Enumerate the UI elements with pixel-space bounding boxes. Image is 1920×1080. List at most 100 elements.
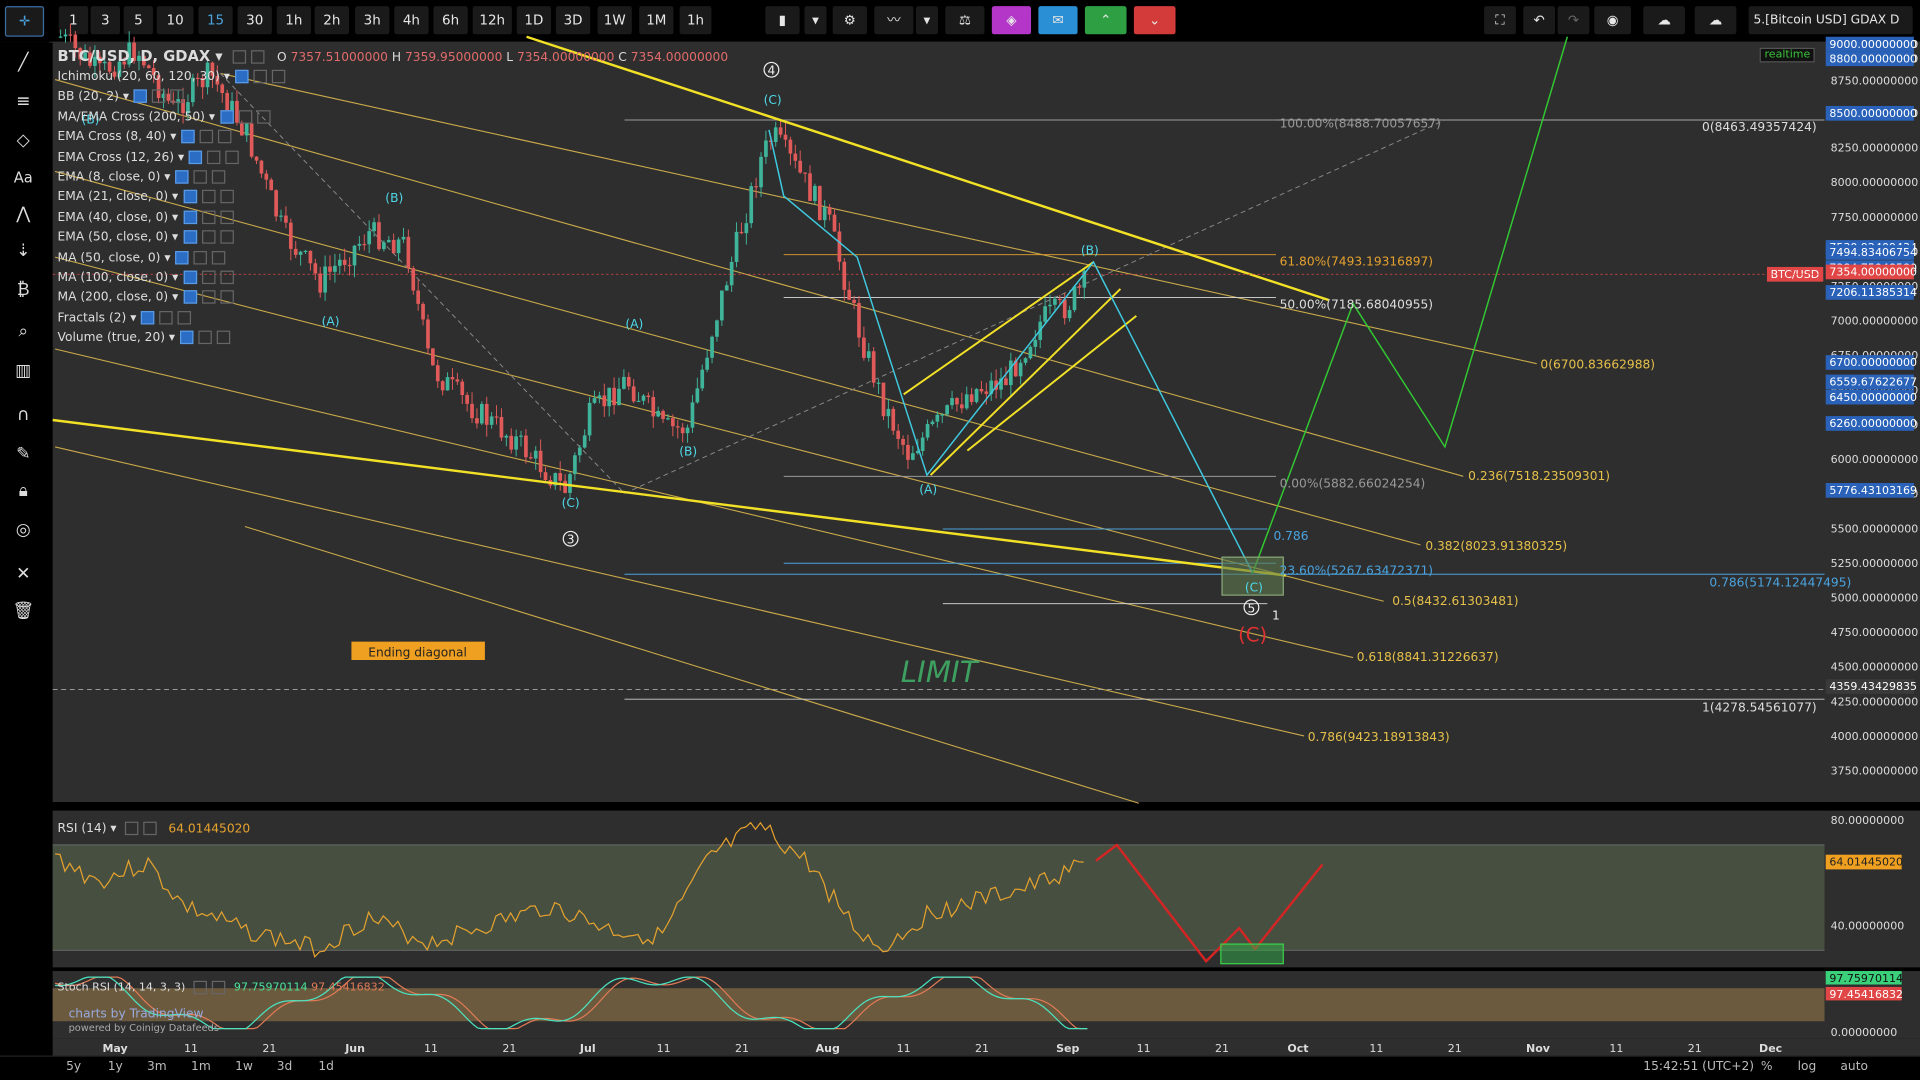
indicator-legend-item[interactable]: BB (20, 2) ▾	[58, 89, 185, 105]
indicator-close-icon[interactable]	[225, 150, 240, 164]
range-button[interactable]: 1m	[191, 1060, 211, 1074]
interval-button[interactable]: 3D	[555, 6, 591, 35]
indicator-settings-icon[interactable]	[152, 89, 166, 104]
indicator-settings-icon[interactable]	[198, 330, 212, 345]
interval-button[interactable]: 1W	[597, 6, 632, 35]
stoch-close-icon[interactable]	[212, 980, 226, 995]
indicator-settings-icon[interactable]	[238, 109, 252, 124]
fullscreen-icon[interactable]: ⛶	[1484, 6, 1516, 35]
crosshair-icon[interactable]: ✛	[4, 6, 45, 37]
alert-icon[interactable]: ✉	[1038, 6, 1078, 35]
indicator-legend-item[interactable]: EMA Cross (12, 26) ▾	[58, 150, 240, 165]
rsi-legend[interactable]: RSI (14) ▾ 64.01445020	[57, 821, 251, 836]
interval-button[interactable]: 30	[237, 6, 272, 35]
indicator-close-icon[interactable]	[219, 210, 234, 224]
indicator-close-icon[interactable]	[219, 290, 234, 305]
indicator-visible-icon[interactable]	[175, 250, 189, 264]
indicators-icon[interactable]: 〰	[874, 6, 914, 35]
indicator-settings-icon[interactable]	[193, 250, 208, 264]
interval-button[interactable]: 10	[156, 6, 194, 35]
rsi-settings-icon[interactable]	[125, 821, 139, 836]
indicator-legend-item[interactable]: EMA (21, close, 0) ▾	[58, 190, 234, 205]
indicator-legend-item[interactable]: Fractals (2) ▾	[58, 310, 192, 326]
indicator-visible-icon[interactable]	[183, 210, 197, 224]
interval-button[interactable]: 1M	[639, 6, 674, 35]
legend-close-icon[interactable]	[251, 50, 265, 64]
range-button[interactable]: 3d	[276, 1060, 293, 1074]
interval-button[interactable]: 4h	[394, 6, 429, 35]
indicator-close-icon[interactable]	[216, 330, 231, 345]
fib-tool-icon[interactable]: ≡	[16, 91, 31, 112]
cube-icon[interactable]: ◈	[991, 6, 1032, 35]
cloud-upload-icon[interactable]: ☁	[1694, 6, 1737, 35]
indicator-settings-icon[interactable]	[201, 230, 215, 244]
indicator-visible-icon[interactable]	[179, 330, 194, 345]
eye-icon[interactable]: ◎	[15, 520, 31, 541]
indicator-visible-icon[interactable]	[183, 190, 197, 204]
layout-title[interactable]: 5.[Bitcoin USD] GDAX D ...	[1748, 6, 1913, 55]
indicator-close-icon[interactable]	[212, 250, 226, 264]
indicator-legend-item[interactable]: MA (100, close, 0) ▾	[58, 270, 234, 286]
indicator-close-icon[interactable]	[271, 69, 286, 84]
chevron-down-icon[interactable]: ▾	[804, 6, 827, 35]
interval-button[interactable]: 2h	[314, 6, 349, 35]
line-tool-icon[interactable]: ╱	[18, 52, 29, 73]
indicator-settings-icon[interactable]	[201, 290, 215, 305]
interval-button[interactable]: 15	[198, 6, 233, 35]
symbol-legend[interactable]: BTC/USD, D, GDAX ▾ O 7357.51000000 H 735…	[57, 47, 729, 65]
indicator-settings-icon[interactable]	[159, 310, 174, 325]
cloud-download-icon[interactable]: ☁	[1643, 6, 1685, 35]
gear-icon[interactable]: ⚙	[832, 6, 867, 35]
interval-button[interactable]: 3	[90, 6, 121, 35]
indicator-close-icon[interactable]	[217, 130, 232, 144]
range-button[interactable]: 1y	[107, 1060, 123, 1074]
pattern-tool-icon[interactable]: ⋀	[16, 204, 31, 225]
pencil-icon[interactable]: ✎	[16, 444, 31, 465]
indicator-settings-icon[interactable]	[199, 130, 214, 144]
indicator-close-icon[interactable]	[256, 109, 271, 124]
percent-toggle[interactable]: %	[1760, 1060, 1773, 1074]
indicator-visible-icon[interactable]	[183, 290, 197, 305]
interval-button[interactable]: 1h	[276, 6, 312, 35]
indicator-settings-icon[interactable]	[207, 150, 221, 164]
indicator-legend-item[interactable]: Volume (true, 20) ▾	[58, 330, 231, 346]
indicator-visible-icon[interactable]	[219, 109, 234, 124]
indicator-visible-icon[interactable]	[183, 270, 197, 285]
range-button[interactable]: 1w	[235, 1060, 253, 1074]
buy-icon[interactable]: ⌃	[1084, 6, 1127, 35]
camera-icon[interactable]: ◉	[1594, 6, 1632, 35]
interval-button[interactable]: 6h	[433, 6, 468, 35]
indicator-legend-item[interactable]: EMA Cross (8, 40) ▾	[58, 130, 232, 145]
indicator-close-icon[interactable]	[170, 89, 185, 104]
log-toggle[interactable]: log	[1797, 1060, 1817, 1074]
sell-icon[interactable]: ⌄	[1133, 6, 1176, 35]
indicator-legend-item[interactable]: EMA (40, close, 0) ▾	[58, 210, 234, 225]
interval-button[interactable]: 5	[123, 6, 154, 35]
range-button[interactable]: 3m	[146, 1060, 167, 1074]
indicator-legend-item[interactable]: EMA (50, close, 0) ▾	[58, 230, 234, 245]
indicator-visible-icon[interactable]	[133, 89, 148, 104]
candle-style-icon[interactable]: ▮	[765, 6, 800, 35]
lock-icon[interactable]: 🔒︎	[18, 481, 28, 501]
interval-button[interactable]: 1	[58, 6, 89, 35]
interval-button[interactable]: 12h	[472, 6, 512, 35]
chart-icon[interactable]: ▥	[15, 361, 32, 381]
magnet-icon[interactable]: ∩	[16, 405, 30, 425]
legend-settings-icon[interactable]	[232, 50, 247, 64]
zoom-icon[interactable]: ⌕	[18, 322, 29, 342]
range-button[interactable]: 5y	[66, 1060, 82, 1074]
undo-icon[interactable]: ↶	[1523, 6, 1556, 35]
compare-icon[interactable]: ⚖	[945, 6, 985, 35]
text-tool-icon[interactable]: Aa	[13, 168, 33, 187]
measure-tool-icon[interactable]: ⇣	[16, 241, 31, 261]
tools-icon[interactable]: ✕	[16, 564, 31, 585]
chevron-down-icon[interactable]: ▾	[915, 6, 938, 35]
stoch-legend[interactable]: Stoch RSI (14, 14, 3, 3) 97.75970114 97.…	[58, 980, 385, 996]
indicator-visible-icon[interactable]	[183, 230, 197, 244]
indicator-settings-icon[interactable]	[201, 190, 215, 204]
interval-button[interactable]: 1h	[679, 6, 712, 35]
interval-button[interactable]: 1D	[516, 6, 552, 35]
indicator-legend-item[interactable]: MA/EMA Cross (200, 50) ▾	[58, 109, 271, 125]
range-button[interactable]: 1d	[318, 1060, 334, 1074]
